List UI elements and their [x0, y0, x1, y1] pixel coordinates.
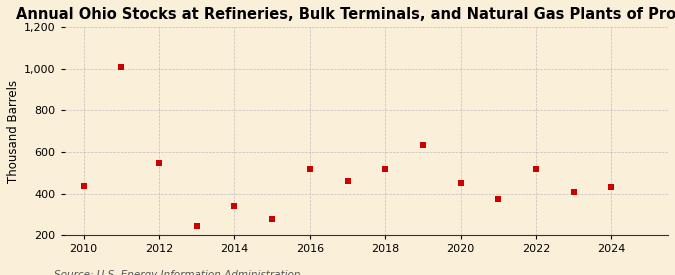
Point: [418, 143, 429, 148]
Point: [568, 189, 579, 194]
Y-axis label: Thousand Barrels: Thousand Barrels: [7, 80, 20, 183]
Point: [267, 217, 277, 222]
Point: [229, 204, 240, 208]
Point: [116, 65, 127, 69]
Point: [380, 166, 391, 171]
Point: [606, 185, 617, 189]
Point: [342, 178, 353, 183]
Point: [493, 197, 504, 201]
Point: [455, 181, 466, 185]
Title: Annual Ohio Stocks at Refineries, Bulk Terminals, and Natural Gas Plants of Prop: Annual Ohio Stocks at Refineries, Bulk T…: [16, 7, 675, 22]
Point: [531, 167, 541, 172]
Point: [78, 184, 89, 189]
Text: Source: U.S. Energy Information Administration: Source: U.S. Energy Information Administ…: [54, 271, 300, 275]
Point: [191, 224, 202, 229]
Point: [154, 161, 165, 165]
Point: [304, 166, 315, 171]
